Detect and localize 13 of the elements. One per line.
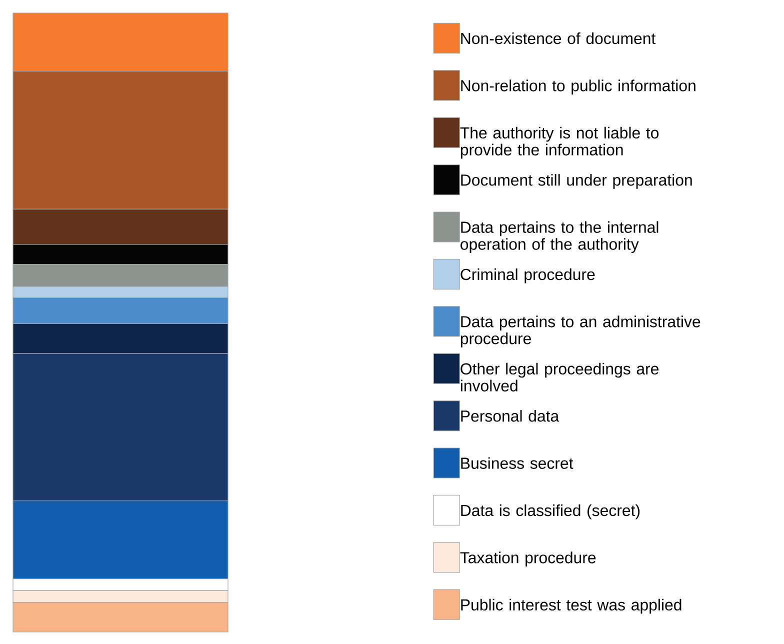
legend-label: Public interest test was applied <box>461 598 682 614</box>
legend-label: The authority is not liable to provide the information <box>460 126 659 159</box>
legend-label: Other legal proceedings are involved <box>460 362 658 392</box>
legend-label: Document still under preparation <box>461 174 692 189</box>
legend-label: Data is classified (secret) <box>461 504 640 520</box>
legend-label: Criminal procedure <box>460 268 595 284</box>
legend-label: Non-relation to public information <box>461 80 696 94</box>
legend-label: Business secret <box>461 457 574 469</box>
legend-label: Taxation procedure <box>460 552 596 566</box>
legend-label: Data pertains to an administrative procedure <box>460 316 700 348</box>
legend-label: Personal data <box>461 410 560 422</box>
legend-label: Data pertains to the internal operation of the authority <box>460 221 658 254</box>
legend-label: Non-existence of document <box>461 32 656 44</box>
